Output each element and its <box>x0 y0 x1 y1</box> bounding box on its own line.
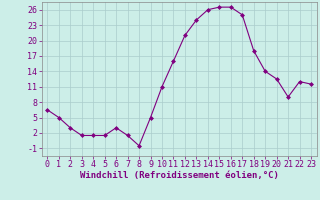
X-axis label: Windchill (Refroidissement éolien,°C): Windchill (Refroidissement éolien,°C) <box>80 171 279 180</box>
